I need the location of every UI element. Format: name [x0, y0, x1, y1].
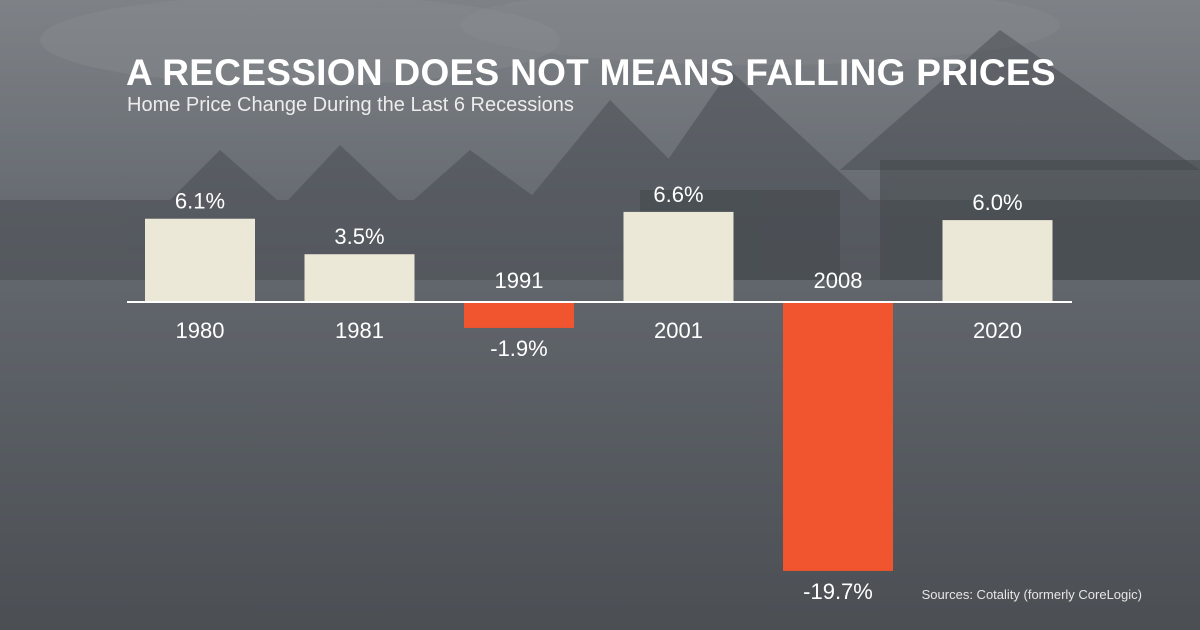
value-label-1991: -1.9%: [490, 336, 547, 361]
bar-1991: [464, 302, 574, 328]
category-label-2020: 2020: [973, 318, 1022, 343]
category-label-2001: 2001: [654, 318, 703, 343]
value-label-2008: -19.7%: [803, 579, 873, 604]
bar-2008: [783, 302, 893, 571]
bar-1981: [304, 254, 415, 302]
bar-2001: [623, 211, 734, 302]
chart-title: A RECESSION DOES NOT MEANS FALLING PRICE…: [126, 52, 1056, 93]
category-label-1980: 1980: [176, 318, 225, 343]
value-label-1981: 3.5%: [334, 224, 384, 249]
value-label-2020: 6.0%: [972, 190, 1022, 215]
value-label-1980: 6.1%: [175, 189, 225, 214]
value-label-2001: 6.6%: [653, 182, 703, 207]
source-note: Sources: Cotality (formerly CoreLogic): [921, 587, 1142, 602]
chart-subtitle: Home Price Change During the Last 6 Rece…: [127, 94, 574, 116]
category-label-1991: 1991: [495, 268, 544, 293]
category-label-1981: 1981: [335, 318, 384, 343]
bar-1980: [145, 218, 255, 302]
bar-2020: [942, 220, 1053, 302]
category-label-2008: 2008: [814, 268, 863, 293]
